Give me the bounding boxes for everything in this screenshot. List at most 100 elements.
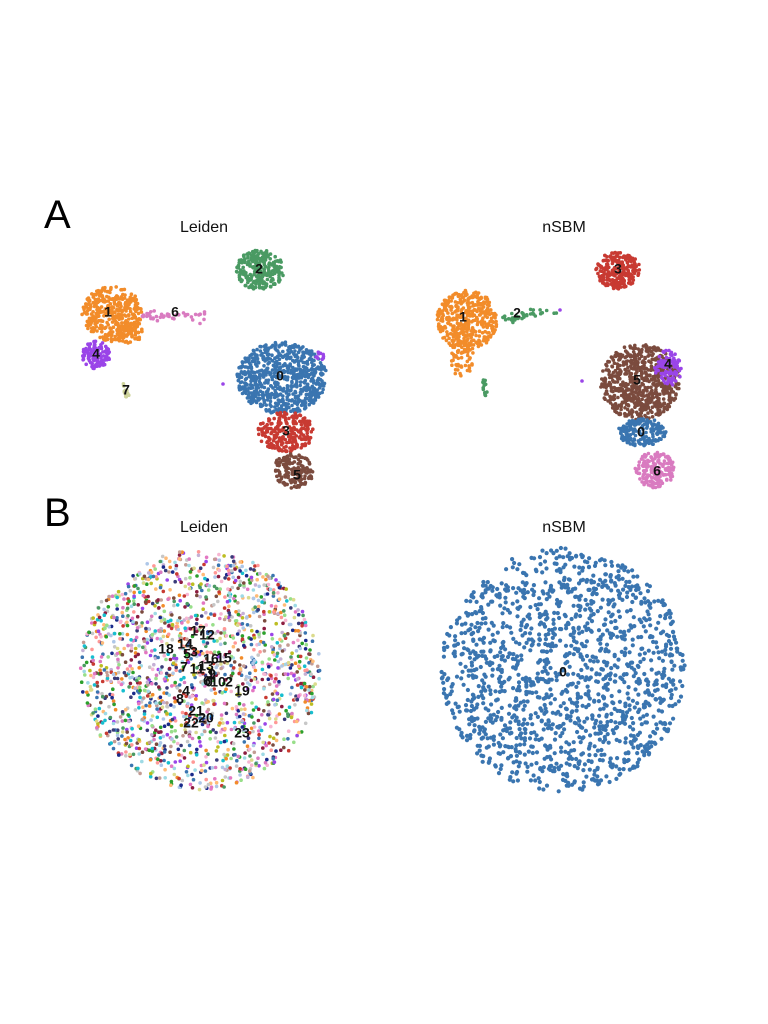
point-a-leiden-c1: [89, 312, 94, 316]
point-a-leiden-c5: [299, 455, 303, 460]
point-a-leiden-c0: [319, 363, 324, 368]
point-b-leiden-c4: [173, 760, 178, 764]
point-a-nsbm-c5: [640, 397, 644, 402]
point-a-nsbm-c5: [631, 362, 635, 366]
point-a-leiden-c3: [295, 442, 299, 447]
plot-title-a-nsbm: nSBM: [542, 219, 586, 236]
point-b-leiden-c4: [165, 578, 169, 582]
point-b-leiden-c13: [208, 737, 212, 741]
plot-title-b-leiden: Leiden: [179, 519, 229, 536]
point-a-leiden-c0: [273, 388, 277, 393]
point-b-leiden-c14: [296, 664, 301, 668]
point-a-nsbm-c3: [631, 268, 636, 272]
point-a-leiden-c0: [301, 360, 305, 365]
point-b-leiden-c14: [256, 563, 260, 568]
point-a-nsbm-c6: [662, 472, 666, 477]
point-a-leiden-c0: [312, 358, 316, 363]
point-b-leiden-c17: [274, 673, 278, 677]
point-b-leiden-c7: [100, 691, 104, 696]
point-a-nsbm-c0: [657, 436, 662, 441]
point-a-nsbm-c5: [625, 350, 629, 355]
point-a-nsbm-c0: [628, 433, 633, 437]
point-b-leiden-c1: [85, 690, 89, 695]
point-a-leiden-c5: [287, 460, 292, 465]
point-b-leiden-c5: [307, 684, 312, 689]
point-b-leiden-c1: [277, 712, 282, 716]
point-a-leiden-c0: [283, 362, 287, 366]
point-a-nsbm-c2: [531, 308, 536, 312]
cluster-label-a-leiden-7: 7: [122, 382, 130, 398]
point-b-leiden-c1: [293, 661, 298, 665]
point-a-leiden-c0: [290, 379, 294, 384]
point-b-leiden-c0: [151, 574, 156, 579]
point-a-nsbm-c3: [601, 266, 606, 271]
point-a-nsbm-c2: [482, 378, 486, 383]
point-a-leiden-c0: [318, 372, 323, 376]
point-b-leiden-c19: [186, 773, 190, 778]
point-a-nsbm-c1: [482, 311, 487, 316]
point-a-nsbm-c5: [655, 403, 659, 408]
point-b-leiden-c12: [169, 783, 173, 788]
point-b-leiden-c6: [120, 719, 125, 723]
point-b-leiden-c3: [137, 746, 142, 751]
point-b-leiden-c21: [251, 708, 256, 712]
point-a-nsbm-c5: [613, 374, 617, 378]
point-b-leiden-c12: [201, 572, 205, 577]
point-b-leiden-c6: [110, 594, 115, 598]
point-a-leiden-c0: [264, 407, 268, 412]
point-b-leiden-c12: [164, 556, 168, 560]
point-a-leiden-c1: [123, 305, 128, 310]
point-a-leiden-c3: [292, 435, 297, 440]
point-a-nsbm-c5: [606, 399, 610, 403]
point-a-leiden-c5: [276, 468, 281, 473]
point-b-leiden-c13: [250, 701, 254, 705]
point-b-leiden-c9: [109, 741, 113, 745]
point-a-leiden-c2: [268, 274, 272, 279]
point-a-leiden-c3: [275, 431, 279, 435]
point-a-leiden-c1: [127, 330, 132, 334]
point-a-leiden-c1: [96, 298, 101, 303]
point-b-leiden-c23: [150, 601, 155, 606]
point-a-leiden-c0: [275, 382, 280, 387]
point-b-leiden-c3: [262, 609, 266, 614]
point-a-leiden-c0: [309, 379, 313, 383]
point-b-leiden-c11: [317, 652, 321, 656]
point-b-leiden-c20: [195, 590, 199, 594]
point-a-nsbm-c0: [619, 431, 623, 436]
point-b-leiden-c2: [121, 726, 125, 730]
point-a-nsbm-c4: [676, 366, 680, 371]
point-a-nsbm-c1: [441, 336, 445, 340]
point-a-nsbm-c1: [465, 330, 469, 334]
point-a-leiden-c0: [247, 372, 252, 377]
point-a-nsbm-c6: [663, 455, 668, 459]
point-a-nsbm-c5: [635, 412, 640, 417]
point-a-nsbm-c1: [490, 324, 494, 328]
point-a-leiden-c1: [130, 316, 134, 321]
point-a-nsbm-c1: [463, 363, 468, 368]
point-a-nsbm-c0: [661, 434, 665, 439]
point-a-leiden-c0: [290, 344, 295, 348]
point-a-leiden-c3: [270, 442, 274, 447]
point-b-leiden-c11: [258, 725, 262, 730]
point-a-leiden-c0: [287, 392, 291, 397]
point-b-leiden-c7: [90, 631, 95, 636]
point-a-nsbm-c5: [649, 366, 654, 371]
point-a-leiden-c3: [289, 428, 294, 432]
panel-label-b: B: [44, 491, 71, 535]
point-a-leiden-c1: [114, 285, 118, 289]
point-a-leiden-c2: [265, 277, 270, 282]
point-a-leiden-c6: [190, 318, 195, 322]
point-a-nsbm-c1: [483, 295, 488, 300]
point-a-leiden-c4: [106, 351, 110, 356]
point-b-leiden-c2: [140, 621, 144, 625]
point-a-leiden-c2: [254, 263, 259, 268]
point-a-nsbm-c1: [481, 316, 485, 321]
point-b-leiden-c5: [219, 631, 223, 635]
point-b-leiden-c7: [231, 741, 236, 746]
point-a-leiden-c2: [257, 282, 262, 287]
point-a-nsbm-c4: [673, 358, 677, 363]
point-a-leiden-c1: [138, 307, 143, 311]
point-a-leiden-c0: [316, 365, 320, 369]
point-a-leiden-c0: [278, 353, 283, 358]
point-b-leiden-c12: [168, 588, 172, 592]
